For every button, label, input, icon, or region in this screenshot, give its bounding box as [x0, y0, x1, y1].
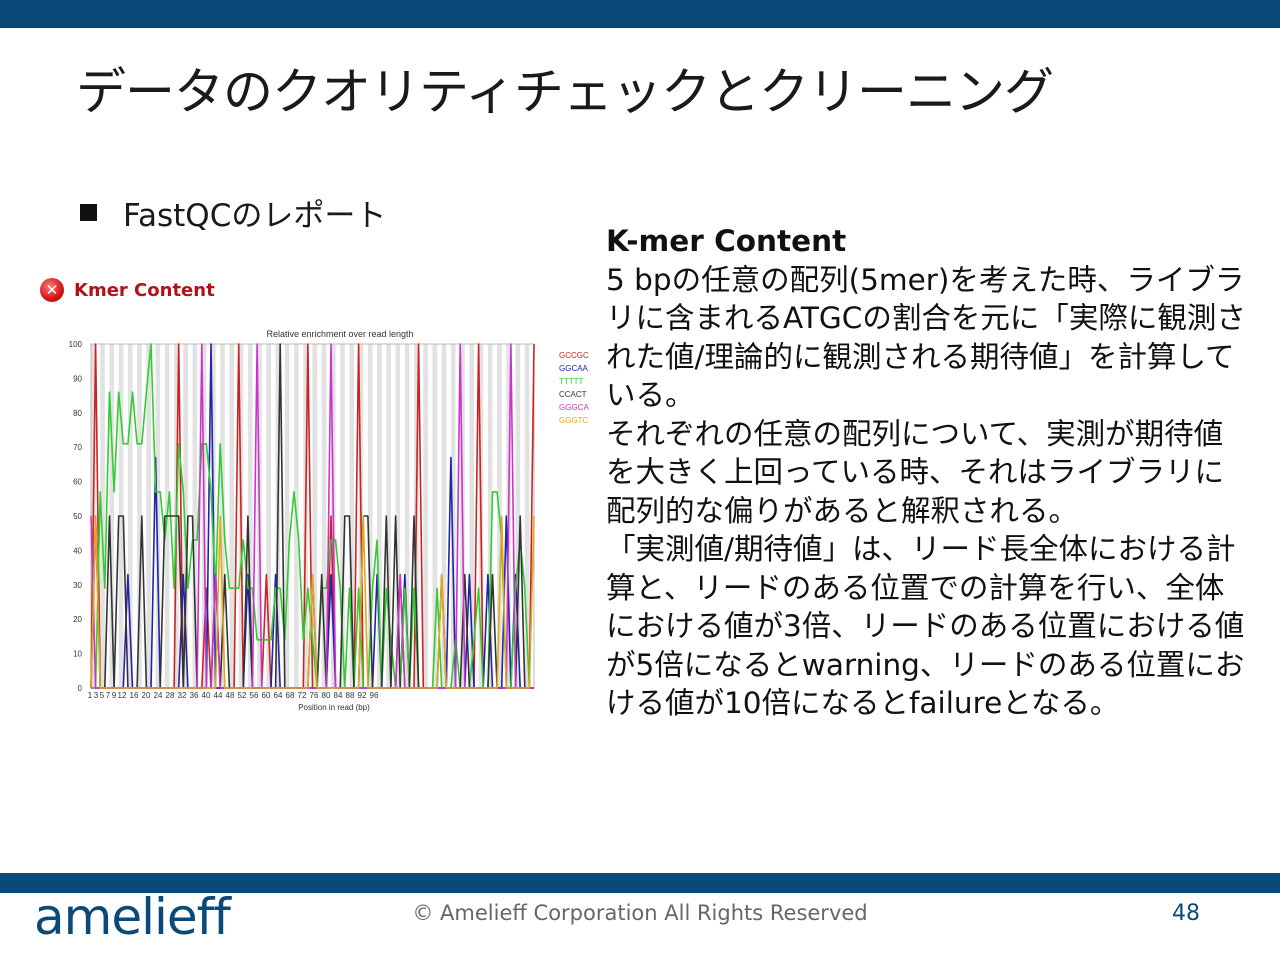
- x-tick-label: 68: [286, 691, 295, 700]
- grid-stripe: [423, 344, 428, 688]
- bullet-item: FastQCのレポート: [80, 190, 386, 234]
- x-tick-label: 88: [346, 691, 355, 700]
- y-axis-ticks: 0 10 20 30 40 50 60 70 80 90 100: [69, 340, 83, 693]
- y-tick-label: 90: [73, 374, 82, 383]
- x-tick-label: 92: [358, 691, 367, 700]
- grid-stripe: [524, 344, 530, 688]
- grid-stripe: [321, 344, 327, 688]
- grid-stripe: [100, 344, 105, 688]
- x-tick-label: 12: [118, 691, 127, 700]
- grid-stripe: [367, 344, 373, 688]
- bottom-bar: [0, 873, 1280, 893]
- footer-logo: amelieff: [34, 888, 231, 946]
- x-tick-label: 5: [100, 691, 105, 700]
- grid-stripe: [487, 344, 493, 688]
- x-axis-ticks: 1 3 5 7 9 12 16 20 24 28 32 36 40 44 48 52 56 60 64 68 72 76 8…: [88, 691, 379, 700]
- x-axis-label: Position in read (bp): [298, 703, 370, 712]
- chart-title: Relative enrichment over read length: [266, 329, 413, 339]
- x-tick-label: 60: [262, 691, 271, 700]
- grid-stripe: [183, 344, 188, 688]
- series-lines: [90, 343, 535, 689]
- grid-stripe: [229, 344, 235, 688]
- grid-stripe: [137, 344, 142, 688]
- slide-title: データのクオリティチェックとクリーニング: [76, 63, 1054, 121]
- y-tick-label: 60: [73, 478, 82, 487]
- grid-stripe: [312, 344, 318, 688]
- x-tick-label: 16: [130, 691, 139, 700]
- grid-stripe: [247, 344, 253, 688]
- series-line-gggtc: [90, 515, 535, 689]
- grid-stripe: [266, 344, 271, 688]
- page-number: 48: [1172, 901, 1200, 926]
- legend-entry: GGCAA: [559, 364, 589, 373]
- x-tick-label: 3: [94, 691, 99, 700]
- grid-stripe: [127, 344, 133, 688]
- legend: GCCGC GGCAA TTTTT CCACT GGGCA GGGTC: [559, 351, 589, 425]
- top-bar: [0, 0, 1280, 28]
- info-heading: K-mer Content: [606, 224, 847, 258]
- legend-entry: GGGCA: [559, 403, 589, 412]
- legend-entry: TTTTT: [559, 377, 584, 386]
- legend-entry: GCCGC: [559, 351, 589, 360]
- x-tick-label: 9: [112, 691, 117, 700]
- x-tick-label: 80: [322, 691, 331, 700]
- grid-stripe: [469, 344, 475, 688]
- x-tick-label: 72: [298, 691, 307, 700]
- grid-stripe: [340, 344, 345, 688]
- x-tick-label: 32: [178, 691, 187, 700]
- grid-stripe: [155, 344, 161, 688]
- x-tick-label: 1: [88, 691, 93, 700]
- x-tick-label: 64: [274, 691, 283, 700]
- info-paragraph-2: それぞれの任意の配列について、実測が期待値を大きく上回っている時、それはライブラ…: [606, 416, 1225, 528]
- x-tick-label: 48: [226, 691, 235, 700]
- kmer-header: ✕ Kmer Content: [40, 278, 215, 302]
- y-tick-label: 20: [73, 615, 82, 624]
- grid-stripe: [441, 344, 447, 688]
- kmer-title: Kmer Content: [74, 279, 215, 301]
- grid-stripe: [377, 344, 382, 688]
- y-tick-label: 100: [69, 340, 83, 349]
- x-tick-label: 52: [238, 691, 247, 700]
- y-tick-label: 50: [73, 512, 82, 521]
- x-tick-label: 7: [106, 691, 111, 700]
- legend-entry: GGGTC: [559, 416, 589, 425]
- info-text-block: K-mer Content 5 bpの任意の配列(5mer)を考えた時、ライブラ…: [606, 222, 1246, 723]
- x-tick-label: 20: [142, 691, 151, 700]
- y-tick-label: 70: [73, 443, 82, 452]
- grid-stripe: [284, 344, 290, 688]
- y-tick-label: 80: [73, 409, 82, 418]
- grid-stripe: [349, 344, 355, 688]
- x-tick-label: 76: [310, 691, 319, 700]
- grid-stripe: [192, 344, 198, 688]
- footer-copyright: © Amelieff Corporation All Rights Reserv…: [412, 901, 868, 925]
- kmer-chart: Relative enrichment over read length 010…: [69, 329, 590, 712]
- error-cross-icon: ✕: [40, 278, 64, 302]
- x-tick-label: 44: [214, 691, 223, 700]
- grid-stripe: [109, 344, 115, 688]
- info-paragraph-3: 「実測値/期待値」は、リード長全体における計算と、リードのある位置での計算を行い…: [606, 532, 1245, 720]
- y-tick-label: 0: [78, 684, 83, 693]
- grid-stripe: [404, 344, 410, 688]
- y-tick-label: 40: [73, 546, 82, 555]
- x-tick-label: 40: [202, 691, 211, 700]
- info-paragraph-1: 5 bpの任意の配列(5mer)を考えた時、ライブラリに含まれるATGCの割合を…: [606, 262, 1246, 413]
- grid-stripe: [450, 344, 456, 688]
- x-tick-label: 36: [190, 691, 199, 700]
- y-tick-label: 10: [73, 650, 82, 659]
- bullet-text: FastQCのレポート: [123, 197, 387, 234]
- grid-stripe: [146, 344, 151, 688]
- grid-stripe: [395, 344, 401, 688]
- grid-stripe: [432, 344, 438, 688]
- bullet-square-icon: [80, 203, 97, 221]
- y-tick-label: 30: [73, 581, 82, 590]
- x-tick-label: 84: [334, 691, 343, 700]
- grid-stripe: [386, 344, 391, 688]
- legend-entry: CCACT: [559, 390, 587, 399]
- x-tick-label: 56: [250, 691, 259, 700]
- x-tick-label: 28: [166, 691, 175, 700]
- grid-stripe: [220, 344, 225, 688]
- x-tick-label: 24: [154, 691, 163, 700]
- grid-stripe: [515, 344, 521, 688]
- x-tick-label: 96: [370, 691, 379, 700]
